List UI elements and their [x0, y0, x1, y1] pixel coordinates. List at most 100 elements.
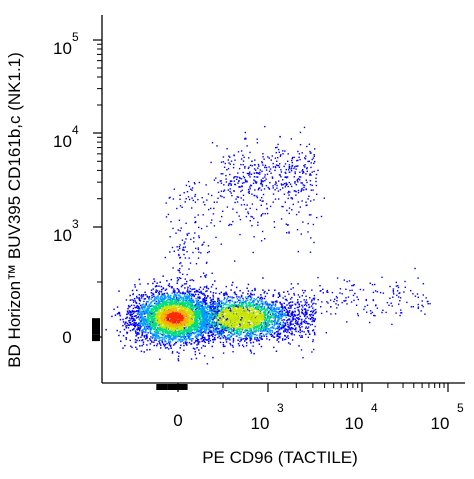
event-dot — [223, 346, 225, 348]
event-dot — [266, 338, 267, 339]
event-dot — [296, 160, 297, 161]
event-dot — [342, 302, 343, 303]
event-dot — [261, 346, 263, 348]
event-dot — [273, 193, 274, 194]
event-dot — [243, 195, 244, 196]
event-dot — [230, 289, 232, 291]
event-dot — [140, 337, 141, 338]
event-dot — [274, 324, 276, 326]
event-dot — [250, 313, 252, 315]
event-dot — [280, 314, 282, 316]
event-dot — [278, 198, 279, 199]
event-dot — [398, 287, 399, 288]
event-dot — [393, 293, 394, 294]
event-dot — [292, 198, 293, 199]
event-dot — [312, 185, 313, 186]
event-dot — [234, 307, 236, 309]
event-dot — [224, 167, 225, 168]
event-dot — [230, 188, 231, 189]
event-dot — [133, 328, 135, 330]
event-dot — [399, 315, 400, 316]
event-dot — [285, 186, 286, 187]
event-dot — [251, 302, 253, 304]
event-dot — [277, 312, 279, 314]
event-dot — [220, 195, 221, 196]
event-dot — [234, 315, 236, 317]
event-dot — [243, 346, 244, 347]
event-dot — [281, 314, 282, 315]
event-dot — [239, 168, 240, 169]
event-dot — [250, 310, 252, 312]
event-dot — [194, 232, 195, 233]
event-dot — [223, 191, 224, 192]
event-dot — [205, 276, 207, 278]
event-dot — [300, 329, 302, 331]
event-dot — [264, 238, 265, 239]
event-dot — [265, 174, 266, 175]
event-dot — [220, 311, 222, 313]
event-dot — [134, 320, 136, 322]
event-dot — [279, 136, 280, 137]
event-dot — [239, 290, 241, 292]
event-dot — [226, 286, 227, 287]
event-dot — [194, 291, 196, 293]
event-dot — [210, 340, 211, 341]
event-dot — [236, 328, 238, 330]
event-dot — [259, 298, 261, 300]
event-dot — [179, 195, 180, 196]
event-dot — [243, 157, 244, 158]
event-dot — [228, 326, 230, 328]
event-dot — [247, 211, 248, 212]
event-dot — [383, 293, 384, 294]
event-dot — [302, 306, 303, 307]
event-dot — [307, 171, 308, 172]
event-dot — [231, 192, 232, 193]
event-dot — [330, 306, 331, 307]
event-dot — [389, 286, 390, 287]
event-dot — [130, 322, 131, 323]
event-dot — [262, 231, 263, 232]
event-dot — [261, 181, 262, 182]
event-dot — [139, 303, 140, 304]
event-dot — [288, 319, 290, 321]
event-dot — [427, 301, 428, 302]
event-dot — [387, 302, 388, 303]
event-dot — [155, 339, 157, 341]
event-dot — [276, 183, 277, 184]
event-dot — [272, 185, 273, 186]
event-dot — [304, 315, 306, 317]
event-dot — [273, 347, 274, 348]
event-dot — [182, 274, 183, 275]
event-dot — [393, 291, 394, 292]
event-dot — [225, 292, 227, 294]
event-dot — [382, 310, 383, 311]
event-dot — [301, 349, 302, 350]
event-dot — [241, 296, 243, 298]
event-dot — [275, 147, 276, 148]
event-dot — [249, 176, 250, 177]
event-dot — [272, 176, 273, 177]
event-dot — [301, 331, 303, 333]
event-dot — [286, 177, 287, 178]
event-dot — [313, 339, 314, 340]
event-dot — [377, 291, 378, 292]
event-dot — [315, 181, 316, 182]
event-dot — [217, 182, 218, 183]
event-dot — [198, 214, 199, 215]
event-dot — [270, 206, 271, 207]
event-dot — [281, 309, 283, 311]
event-dot — [169, 251, 170, 252]
event-dot — [366, 312, 367, 313]
event-dot — [257, 297, 259, 299]
event-dot — [423, 306, 424, 307]
event-dot — [240, 297, 242, 299]
event-dot — [251, 352, 252, 353]
event-dot — [213, 298, 215, 300]
event-dot — [221, 191, 222, 192]
event-dot — [152, 283, 154, 285]
event-dot — [288, 191, 289, 192]
event-dot — [324, 198, 325, 199]
event-dot — [223, 342, 224, 343]
event-dot — [250, 332, 252, 334]
event-dot — [288, 194, 289, 195]
